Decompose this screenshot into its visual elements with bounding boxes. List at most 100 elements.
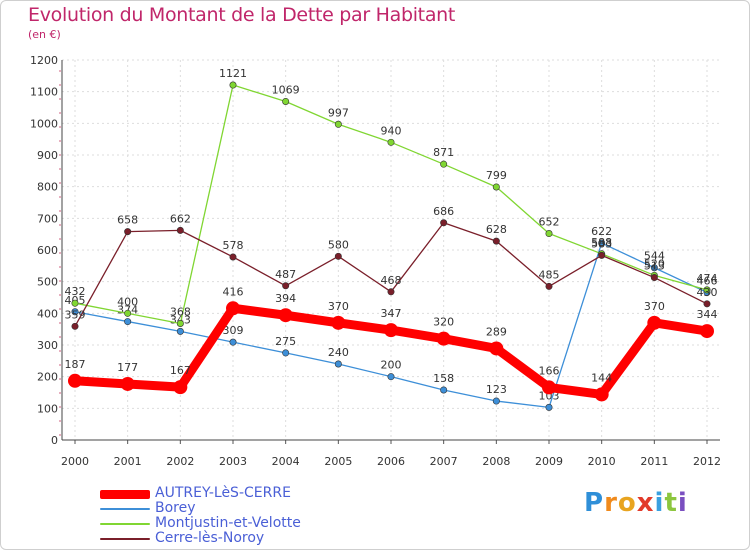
x-tick-label: 2002 — [166, 455, 194, 468]
x-tick-label: 2008 — [482, 455, 510, 468]
data-point — [598, 239, 606, 247]
data-label: 394 — [275, 292, 296, 305]
data-point — [650, 274, 658, 282]
data-point — [334, 120, 342, 128]
data-label: 652 — [539, 216, 560, 229]
data-point — [120, 376, 135, 391]
data-label: 289 — [486, 325, 507, 338]
data-point — [334, 252, 342, 260]
data-point — [226, 301, 240, 316]
logo-letter: i — [677, 488, 688, 518]
data-point — [440, 386, 448, 394]
data-label: 578 — [223, 239, 244, 252]
data-point — [334, 360, 342, 368]
data-point — [492, 237, 500, 245]
x-tick-label: 2007 — [430, 455, 458, 468]
data-point — [384, 323, 398, 338]
chart-title: Evolution du Montant de la Dette par Hab… — [28, 4, 456, 26]
data-label: 400 — [117, 295, 138, 308]
x-tick-label: 2012 — [693, 455, 721, 468]
data-label: 487 — [275, 268, 296, 281]
data-point — [387, 288, 395, 296]
legend-swatch — [100, 523, 150, 525]
data-point — [229, 81, 237, 89]
data-label: 520 — [644, 257, 665, 270]
data-point — [282, 349, 290, 357]
legend-label: AUTREY-LèS-CERRE — [155, 485, 291, 501]
y-tick-label: 500 — [37, 276, 58, 289]
data-label: 871 — [433, 146, 454, 159]
logo-letter: o — [617, 488, 637, 518]
logo-letter: i — [654, 488, 665, 518]
x-tick-label: 2000 — [61, 455, 89, 468]
data-label: 187 — [65, 358, 86, 371]
data-label: 622 — [591, 225, 612, 238]
data-label: 177 — [117, 361, 138, 374]
data-point — [594, 387, 609, 402]
x-tick-label: 2005 — [324, 455, 352, 468]
data-label: 240 — [328, 346, 349, 359]
data-label: 1121 — [219, 67, 247, 80]
data-label: 588 — [591, 236, 612, 249]
data-label: 628 — [486, 223, 507, 236]
data-label: 347 — [381, 307, 402, 320]
data-label: 144 — [591, 371, 612, 384]
data-label: 474 — [697, 272, 718, 285]
data-point — [176, 319, 184, 327]
legend-swatch — [100, 508, 150, 510]
data-point — [282, 97, 290, 105]
data-label: 485 — [539, 268, 560, 281]
data-label: 320 — [433, 316, 454, 329]
data-label: 997 — [328, 106, 349, 119]
data-point — [282, 282, 290, 290]
data-point — [436, 331, 451, 346]
legend-label: Borey — [155, 500, 196, 516]
data-point — [124, 318, 132, 326]
y-tick-label: 600 — [37, 244, 58, 257]
data-point — [124, 309, 132, 317]
data-label: 167 — [170, 364, 191, 377]
legend-label: Cerre-lès-Noroy — [155, 530, 265, 546]
data-point — [647, 315, 662, 330]
data-point — [545, 230, 553, 238]
x-tick-label: 2003 — [219, 455, 247, 468]
data-label: 343 — [170, 313, 191, 326]
data-label: 658 — [117, 214, 138, 227]
data-point — [278, 308, 293, 323]
legend-swatch — [100, 538, 150, 540]
data-label: 166 — [539, 364, 560, 377]
data-label: 416 — [223, 285, 244, 298]
legend-swatch — [100, 490, 150, 499]
data-label: 580 — [328, 238, 349, 251]
data-label: 309 — [223, 324, 244, 337]
y-tick-label: 200 — [37, 371, 58, 384]
x-tick-label: 2004 — [272, 455, 300, 468]
data-label: 1069 — [272, 83, 300, 96]
data-point — [71, 322, 79, 330]
data-label: 686 — [433, 205, 454, 218]
y-tick-label: 100 — [37, 402, 58, 415]
data-label: 466 — [697, 274, 718, 287]
data-point — [492, 397, 500, 405]
data-point — [650, 264, 658, 272]
data-label: 344 — [697, 308, 718, 321]
data-point — [440, 219, 448, 227]
y-tick-label: 0 — [51, 434, 58, 447]
x-tick-label: 2010 — [588, 455, 616, 468]
data-point — [331, 315, 346, 330]
x-tick-label: 2006 — [377, 455, 405, 468]
data-label: 430 — [697, 286, 718, 299]
y-tick-label: 1000 — [30, 117, 58, 130]
data-point — [542, 380, 556, 395]
data-label: 662 — [170, 212, 191, 225]
data-label: 432 — [65, 285, 86, 298]
data-label: 940 — [381, 124, 402, 137]
data-point — [176, 327, 184, 335]
x-tick-label: 2001 — [114, 455, 142, 468]
data-point — [387, 138, 395, 146]
logo-letter: x — [636, 488, 655, 518]
y-tick-label: 800 — [37, 181, 58, 194]
logo-letter: t — [664, 488, 678, 518]
